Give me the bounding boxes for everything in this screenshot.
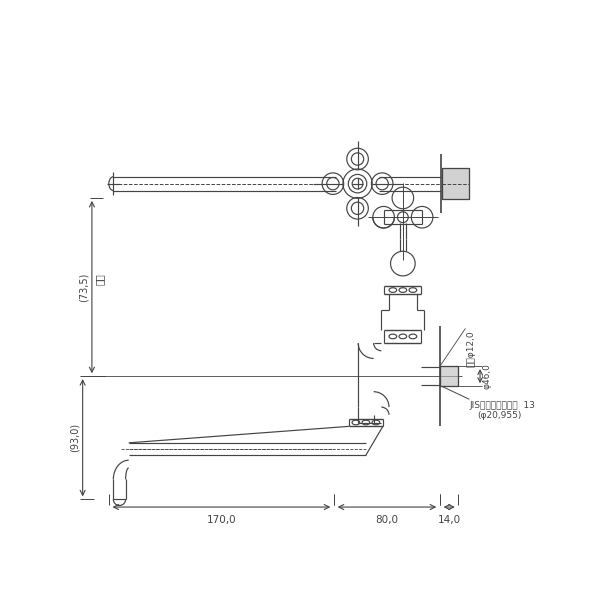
Text: 14,0: 14,0 <box>437 515 461 525</box>
Bar <box>440 366 458 386</box>
Text: φ46,0: φ46,0 <box>482 363 491 389</box>
Text: 80,0: 80,0 <box>376 515 398 525</box>
Bar <box>440 366 458 386</box>
Text: (73,5): (73,5) <box>79 272 89 302</box>
Text: (93,0): (93,0) <box>70 423 80 452</box>
Bar <box>442 168 469 199</box>
Text: (φ20,955): (φ20,955) <box>477 411 521 420</box>
Text: 内径φ12,0: 内径φ12,0 <box>467 330 476 367</box>
Text: JIS給水栓取付ねじ  13: JIS給水栓取付ねじ 13 <box>469 401 535 410</box>
Text: 170,0: 170,0 <box>206 515 236 525</box>
Text: 最大: 最大 <box>94 274 104 285</box>
Bar <box>442 168 469 199</box>
